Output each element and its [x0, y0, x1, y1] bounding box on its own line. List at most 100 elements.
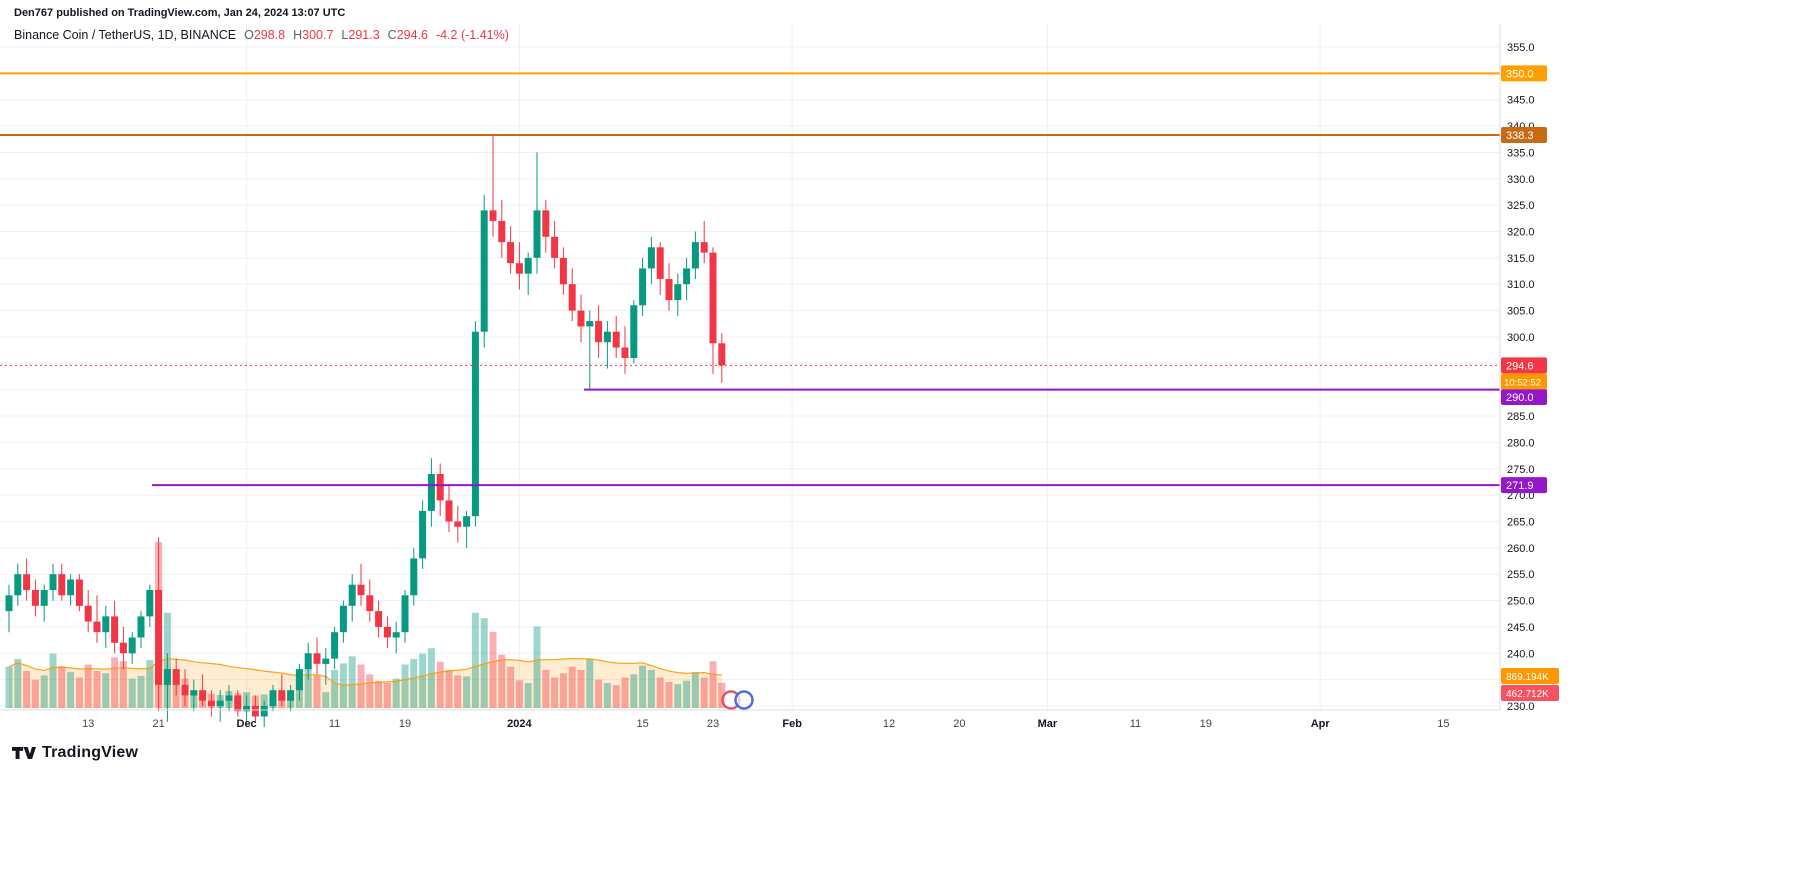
candle: [251, 695, 259, 722]
volume-bar: [49, 653, 57, 708]
candle: [586, 310, 594, 390]
candle: [339, 600, 347, 643]
price-label-box: [1501, 668, 1559, 684]
volume-bar: [577, 669, 585, 708]
candle: [155, 537, 163, 712]
price-tick-label: 315.0: [1507, 253, 1535, 265]
candles: [5, 135, 726, 728]
tradingview-logo[interactable]: TradingView: [12, 744, 138, 762]
volume-bar: [603, 683, 611, 708]
candle: [454, 505, 462, 543]
volume-bar: [383, 683, 391, 708]
candle: [401, 590, 409, 643]
volume-bar: [137, 675, 145, 708]
price-tick-label: 265.0: [1507, 517, 1535, 529]
candle: [23, 558, 31, 601]
tradingview-logo-text: TradingView: [42, 744, 139, 761]
candle: [383, 616, 391, 648]
ohlc-open: O298.8: [244, 28, 285, 42]
volume-bar: [498, 654, 506, 708]
candle: [551, 221, 559, 269]
candle: [216, 690, 224, 722]
volume-ma-area: [9, 658, 722, 708]
chart-legend[interactable]: Binance Coin / TetherUS, 1D, BINANCE O29…: [14, 28, 509, 42]
volume-bar: [128, 678, 136, 708]
level-lines: [0, 72, 1500, 487]
price-label-text: 338.3: [1506, 130, 1534, 142]
volume-bar: [5, 666, 13, 708]
candle: [40, 584, 48, 622]
tradingview-logo-mark-icon: [12, 747, 36, 759]
candle: [348, 574, 356, 622]
candle: [181, 669, 189, 706]
volume-bar: [313, 675, 321, 708]
time-tick-label: Apr: [1311, 718, 1331, 730]
volume-bar: [322, 692, 330, 708]
volume-bar: [621, 677, 629, 708]
volume-bar: [75, 677, 83, 708]
volume-bar: [23, 671, 31, 708]
candle: [392, 621, 400, 654]
price-label-box: [1501, 357, 1547, 374]
price-tick-label: 240.0: [1507, 648, 1535, 660]
candle: [119, 626, 127, 670]
candle: [313, 637, 321, 675]
candle: [533, 152, 541, 274]
candle: [410, 547, 418, 606]
time-scale[interactable]: 13 21 Dec 11 19 2024 15 23 Feb 12 20 Mar 11 19 Apr 15: [82, 718, 1449, 730]
volume-bar: [331, 669, 339, 708]
candle: [445, 484, 453, 532]
price-label-text: 350.0: [1506, 68, 1534, 80]
price-label-box: [1501, 685, 1559, 701]
candle: [199, 674, 207, 706]
candle: [5, 584, 13, 633]
candle: [357, 563, 365, 606]
candle: [190, 679, 198, 712]
candle: [146, 584, 154, 627]
candle: [269, 684, 277, 712]
volume-bar: [683, 680, 691, 708]
volume-bar: [93, 671, 101, 708]
gridlines: [0, 24, 1500, 710]
volume-bar: [559, 673, 567, 708]
time-tick-label: 15: [636, 718, 648, 730]
volume-bar: [586, 659, 594, 708]
volume-bar: [665, 681, 673, 708]
volume-bar: [111, 657, 119, 708]
publisher-avatar-watermark: [721, 690, 754, 710]
candle: [612, 315, 620, 358]
candle: [498, 199, 506, 258]
volume-bar: [480, 618, 488, 708]
candle: [31, 579, 39, 617]
volume-bar: [67, 672, 75, 708]
volume-ma-line: [8, 657, 722, 686]
volume-bar: [568, 666, 576, 708]
candle: [243, 695, 251, 722]
time-tick-label: Mar: [1038, 718, 1058, 730]
price-tick-label: 255.0: [1507, 569, 1535, 581]
volume-bar: [515, 680, 523, 708]
candle: [225, 684, 233, 712]
volume-bar: [304, 665, 312, 708]
volume-bar: [419, 653, 427, 708]
candle: [111, 600, 119, 654]
axes[interactable]: [0, 24, 1501, 711]
candle: [647, 236, 655, 285]
candle: [58, 563, 66, 601]
price-tick-label: 245.0: [1507, 622, 1535, 634]
candle: [366, 579, 374, 622]
price-scale[interactable]: 355.0350.0345.0340.0335.0330.0325.0320.0…: [1501, 42, 1559, 713]
price-label-box: [1501, 65, 1547, 82]
candle: [621, 326, 629, 374]
candle: [67, 574, 75, 606]
price-label-text: 271.9: [1506, 480, 1534, 492]
volume-bar: [58, 666, 66, 708]
symbol-title: Binance Coin / TetherUS, 1D, BINANCE: [14, 28, 237, 42]
price-tick-label: 230.0: [1507, 701, 1535, 713]
price-tick-label: 330.0: [1507, 174, 1535, 186]
candle: [14, 563, 22, 606]
volume-bar: [551, 677, 559, 708]
candle: [489, 135, 497, 237]
price-tick-label: 275.0: [1507, 464, 1535, 476]
